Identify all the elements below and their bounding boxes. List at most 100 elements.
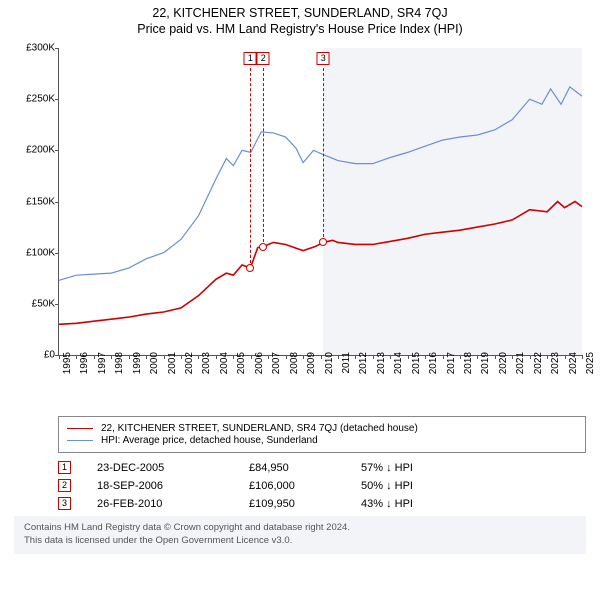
chart-subtitle: Price paid vs. HM Land Registry's House … (10, 22, 590, 36)
sale-marker-box: 1 (244, 52, 257, 65)
sale-marker-dot (319, 238, 327, 246)
sales-row-price: £106,000 (249, 480, 361, 492)
x-tick-label: 2020 (498, 352, 509, 374)
x-tick-label: 2009 (306, 352, 317, 374)
x-tick-mark (268, 355, 269, 359)
sales-row-date: 18-SEP-2006 (97, 480, 249, 492)
x-tick-mark (286, 355, 287, 359)
x-tick-mark (355, 355, 356, 359)
x-tick-mark (390, 355, 391, 359)
x-tick-label: 2007 (271, 352, 282, 374)
series-line-hpi (59, 87, 582, 280)
sales-row: 123-DEC-2005£84,95057% ↓ HPI (58, 461, 586, 474)
y-tick-mark (55, 99, 59, 100)
x-tick-label: 2000 (149, 352, 160, 374)
sales-row-marker: 3 (58, 497, 71, 510)
x-tick-mark (373, 355, 374, 359)
y-tick-mark (55, 202, 59, 203)
sales-row-hpi: 43% ↓ HPI (361, 498, 586, 510)
x-tick-label: 2001 (167, 352, 178, 374)
x-tick-mark (129, 355, 130, 359)
x-tick-label: 2021 (515, 352, 526, 374)
x-tick-mark (76, 355, 77, 359)
legend-item: HPI: Average price, detached house, Sund… (67, 435, 577, 446)
x-tick-label: 2010 (324, 352, 335, 374)
x-tick-label: 2004 (219, 352, 230, 374)
x-tick-mark (338, 355, 339, 359)
sale-marker-dot (246, 264, 254, 272)
x-tick-label: 2002 (184, 352, 195, 374)
x-tick-label: 2023 (550, 352, 561, 374)
y-tick-mark (55, 304, 59, 305)
legend: 22, KITCHENER STREET, SUNDERLAND, SR4 7Q… (58, 416, 586, 453)
x-tick-label: 1999 (132, 352, 143, 374)
sale-marker-dot (259, 243, 267, 251)
chart-zone: £0£50K£100K£150K£200K£250K£300K199519961… (14, 44, 586, 414)
legend-swatch (67, 440, 93, 441)
x-tick-mark (565, 355, 566, 359)
x-tick-label: 2018 (463, 352, 474, 374)
sale-marker-line (263, 68, 264, 247)
title-block: 22, KITCHENER STREET, SUNDERLAND, SR4 7Q… (0, 0, 600, 38)
x-tick-label: 2025 (585, 352, 596, 374)
x-tick-label: 2014 (393, 352, 404, 374)
y-tick-label: £200K (15, 145, 55, 156)
footer-line-1: Contains HM Land Registry data © Crown c… (24, 522, 576, 535)
x-tick-mark (530, 355, 531, 359)
y-tick-label: £250K (15, 94, 55, 105)
chart-svg (59, 48, 582, 355)
x-tick-label: 2012 (358, 352, 369, 374)
sale-marker-box: 3 (317, 52, 330, 65)
x-tick-label: 2008 (289, 352, 300, 374)
x-tick-label: 1995 (62, 352, 73, 374)
x-tick-label: 2016 (428, 352, 439, 374)
x-tick-mark (443, 355, 444, 359)
x-tick-mark (582, 355, 583, 359)
sales-row-marker: 2 (58, 479, 71, 492)
x-tick-mark (164, 355, 165, 359)
x-tick-mark (477, 355, 478, 359)
sale-marker-line (250, 68, 251, 268)
y-tick-label: £150K (15, 196, 55, 207)
sales-row-hpi: 50% ↓ HPI (361, 480, 586, 492)
x-tick-mark (425, 355, 426, 359)
x-tick-label: 2013 (376, 352, 387, 374)
sales-row-price: £84,950 (249, 462, 361, 474)
x-tick-mark (460, 355, 461, 359)
x-tick-mark (198, 355, 199, 359)
sales-row: 2 18-SEP-2006£106,00050% ↓ HPI (58, 479, 586, 492)
x-tick-mark (233, 355, 234, 359)
x-tick-label: 2011 (341, 352, 352, 374)
x-tick-label: 2005 (236, 352, 247, 374)
y-tick-label: £300K (15, 43, 55, 54)
x-tick-mark (547, 355, 548, 359)
sales-row: 3 26-FEB-2010£109,95043% ↓ HPI (58, 497, 586, 510)
x-tick-mark (495, 355, 496, 359)
x-tick-mark (181, 355, 182, 359)
sales-row-price: £109,950 (249, 498, 361, 510)
y-tick-mark (55, 253, 59, 254)
y-tick-mark (55, 48, 59, 49)
x-tick-mark (321, 355, 322, 359)
x-tick-label: 2024 (568, 352, 579, 374)
attribution-footer: Contains HM Land Registry data © Crown c… (14, 516, 586, 554)
x-tick-mark (408, 355, 409, 359)
y-tick-mark (55, 150, 59, 151)
x-tick-label: 2015 (411, 352, 422, 374)
y-tick-label: £0 (15, 350, 55, 361)
x-tick-mark (59, 355, 60, 359)
x-tick-label: 1996 (79, 352, 90, 374)
y-tick-label: £50K (15, 298, 55, 309)
plot-area: £0£50K£100K£150K£200K£250K£300K199519961… (58, 48, 582, 356)
x-tick-mark (94, 355, 95, 359)
sales-row-date: 26-FEB-2010 (97, 498, 249, 510)
sales-row-date: 23-DEC-2005 (97, 462, 249, 474)
chart-container: 22, KITCHENER STREET, SUNDERLAND, SR4 7Q… (0, 0, 600, 590)
legend-label: 22, KITCHENER STREET, SUNDERLAND, SR4 7Q… (101, 423, 418, 434)
x-tick-label: 1998 (114, 352, 125, 374)
x-tick-mark (251, 355, 252, 359)
x-tick-mark (303, 355, 304, 359)
x-tick-label: 2019 (480, 352, 491, 374)
sale-marker-line (323, 68, 324, 242)
x-tick-label: 2022 (533, 352, 544, 374)
